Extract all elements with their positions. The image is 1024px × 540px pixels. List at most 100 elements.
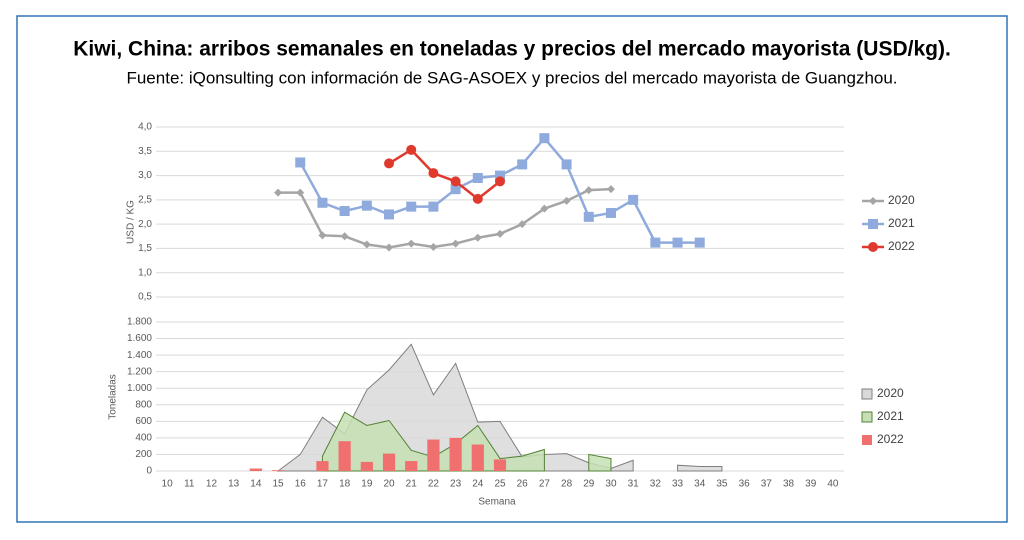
- y-tick-label: 1.800: [127, 317, 152, 328]
- marker: [495, 176, 505, 187]
- x-tick-label: 17: [317, 479, 329, 490]
- x-tick-label: 27: [539, 479, 551, 490]
- y-tick-label: 3,5: [138, 146, 152, 157]
- x-tick-label: 20: [383, 479, 395, 490]
- y-tick-label: 1.200: [127, 366, 152, 377]
- bar: [338, 441, 351, 471]
- x-tick-label: 37: [761, 479, 773, 490]
- marker: [518, 220, 527, 229]
- chart-title: Kiwi, China: arribos semanales en tonela…: [73, 38, 951, 61]
- x-tick-label: 21: [406, 479, 418, 490]
- marker: [385, 243, 394, 252]
- marker: [384, 158, 395, 169]
- bar: [271, 470, 285, 471]
- y-tick-label: 800: [135, 399, 152, 410]
- marker: [472, 173, 483, 183]
- marker: [428, 168, 439, 179]
- legend-label: 2021: [877, 409, 904, 423]
- legend-marker: [868, 219, 878, 229]
- bar: [405, 461, 418, 471]
- x-axis-label: Semana: [478, 497, 516, 508]
- legend-marker: [868, 242, 878, 252]
- legend-marker: [869, 197, 877, 205]
- x-tick-label: 15: [273, 479, 285, 490]
- marker: [406, 201, 417, 212]
- marker: [361, 200, 372, 211]
- x-tick-label: 14: [250, 479, 262, 490]
- legend-swatch: [861, 411, 873, 423]
- marker: [540, 204, 549, 213]
- marker: [428, 201, 439, 212]
- marker: [295, 157, 306, 168]
- marker: [628, 194, 639, 205]
- x-tick-label: 28: [561, 479, 573, 490]
- y-tick-label: 200: [135, 449, 152, 460]
- legend-swatch: [862, 435, 872, 445]
- marker: [407, 239, 416, 248]
- marker: [583, 211, 594, 222]
- legend-swatch: [861, 388, 873, 400]
- marker: [472, 193, 483, 204]
- y-tick-label: 600: [135, 416, 152, 427]
- marker: [606, 185, 615, 194]
- x-tick-label: 10: [162, 479, 174, 490]
- bar: [382, 453, 396, 471]
- marker: [317, 197, 328, 208]
- marker: [429, 242, 438, 251]
- bar: [449, 437, 462, 471]
- y-tick-label: 2,0: [138, 219, 152, 230]
- marker: [584, 186, 593, 195]
- bar: [360, 461, 373, 471]
- x-tick-label: 38: [783, 479, 795, 490]
- marker: [339, 206, 350, 217]
- y-tick-label: 1.000: [127, 383, 152, 394]
- marker: [362, 240, 371, 249]
- marker: [605, 207, 616, 218]
- marker: [650, 237, 661, 248]
- y-axis-label: Toneladas: [108, 374, 119, 420]
- marker: [562, 196, 571, 205]
- bar: [471, 444, 484, 471]
- marker: [274, 188, 283, 197]
- x-tick-label: 18: [339, 479, 351, 490]
- line: [278, 187, 612, 249]
- x-tick-label: 29: [583, 479, 595, 490]
- marker: [561, 159, 572, 170]
- x-tick-label: 26: [517, 479, 529, 490]
- marker: [450, 184, 461, 195]
- y-tick-label: 0,5: [138, 292, 152, 303]
- legend-label: 2020: [888, 193, 915, 207]
- y-tick-label: 1,0: [138, 267, 152, 278]
- x-tick-label: 24: [472, 479, 484, 490]
- marker: [473, 233, 482, 242]
- y-tick-label: 3,0: [138, 170, 152, 181]
- x-tick-label: 39: [805, 479, 817, 490]
- marker: [539, 133, 550, 144]
- y-tick-label: 1.600: [127, 333, 152, 344]
- x-tick-label: 25: [494, 479, 506, 490]
- y-tick-label: 1.400: [127, 350, 152, 361]
- marker: [694, 237, 705, 248]
- x-tick-label: 33: [672, 479, 684, 490]
- marker: [296, 188, 305, 197]
- y-axis-label: USD / KG: [126, 200, 137, 244]
- x-tick-label: 30: [605, 479, 617, 490]
- y-tick-label: 0: [146, 466, 152, 477]
- x-tick-label: 12: [206, 479, 218, 490]
- x-tick-label: 11: [184, 479, 195, 490]
- x-tick-label: 35: [716, 479, 728, 490]
- legend-label: 2022: [877, 432, 904, 446]
- marker: [450, 176, 461, 187]
- chart-subtitle: Fuente: iQonsulting con información de S…: [126, 68, 897, 87]
- x-tick-label: 36: [739, 479, 751, 490]
- x-tick-label: 32: [650, 479, 662, 490]
- x-tick-label: 23: [450, 479, 462, 490]
- marker: [318, 231, 327, 240]
- x-tick-label: 13: [228, 479, 240, 490]
- marker: [496, 229, 504, 238]
- legend-label: 2022: [888, 239, 915, 253]
- marker: [384, 209, 395, 220]
- bar: [493, 459, 507, 471]
- x-tick-label: 31: [628, 479, 640, 490]
